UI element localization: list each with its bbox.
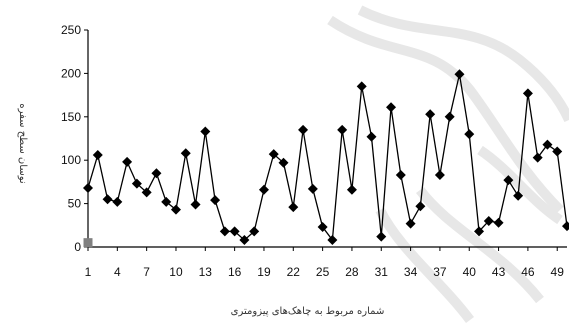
data-point-diamond (83, 182, 93, 193)
data-point-diamond (92, 149, 103, 160)
data-point-diamond (405, 218, 416, 229)
data-point-diamond (200, 126, 211, 137)
data-point-diamond (141, 187, 152, 198)
x-tick-label: 34 (404, 265, 418, 279)
data-point-diamond (532, 152, 543, 163)
data-point-diamond (503, 175, 514, 186)
data-point-diamond (434, 169, 445, 180)
x-tick-label: 37 (433, 265, 447, 279)
data-point-diamond (268, 149, 279, 160)
data-point-diamond (258, 184, 269, 195)
data-point-diamond (425, 109, 436, 120)
x-tick-label: 13 (199, 265, 213, 279)
y-tick-label: 200 (61, 66, 81, 80)
x-tick-label: 25 (316, 265, 330, 279)
x-tick-label: 4 (114, 265, 121, 279)
data-point-diamond (288, 202, 299, 213)
y-tick-label: 250 (61, 23, 81, 37)
data-point-diamond (239, 235, 250, 246)
data-point-diamond (522, 88, 533, 99)
x-tick-label: 19 (257, 265, 271, 279)
x-tick-label: 16 (228, 265, 242, 279)
data-point-diamond (278, 157, 289, 168)
x-tick-label: 40 (463, 265, 477, 279)
data-point-diamond (102, 194, 113, 205)
data-point-diamond (474, 226, 485, 237)
y-axis-title: نوسان سطح سفره (17, 103, 28, 183)
data-point-diamond (180, 148, 191, 159)
x-tick-label: 22 (287, 265, 301, 279)
data-point-diamond (513, 190, 524, 201)
x-tick-label: 7 (143, 265, 150, 279)
data-point-diamond (317, 222, 328, 233)
data-point-diamond (493, 217, 504, 228)
y-tick-label: 100 (61, 153, 81, 167)
data-point-diamond (444, 111, 455, 122)
watermark-ornament (327, 5, 569, 323)
data-point-diamond (112, 196, 123, 207)
data-point-diamond (366, 131, 377, 142)
data-point-diamond (552, 146, 563, 157)
data-point-diamond (131, 178, 142, 189)
data-point-diamond (161, 196, 172, 207)
data-point-diamond (386, 102, 397, 113)
data-point-diamond (376, 231, 387, 242)
y-tick-label: 150 (61, 110, 81, 124)
data-point-diamond (464, 129, 475, 140)
data-point-diamond (151, 168, 162, 179)
x-tick-label: 43 (492, 265, 506, 279)
data-point-diamond (337, 124, 348, 135)
x-tick-label: 28 (345, 265, 359, 279)
x-tick-label: 1 (85, 265, 92, 279)
data-point-diamond (210, 195, 221, 206)
y-tick-label: 50 (68, 197, 82, 211)
labels-layer: 0 50 100 150 200 250 1 4 7 10 13 16 19 22 25 28 31 34 37 40… (17, 23, 564, 317)
x-axis-title: شماره مربوط به چاهک‌های پیزومتری (231, 306, 385, 317)
y-tick-label: 0 (74, 240, 81, 254)
data-point-diamond (346, 184, 357, 195)
axes (84, 29, 567, 251)
data-point-diamond (327, 235, 338, 246)
data-point-diamond (219, 226, 230, 237)
x-tick-label: 46 (521, 265, 535, 279)
data-point-diamond (190, 199, 201, 210)
data-point-diamond (483, 215, 494, 226)
x-tick-label: 49 (551, 265, 565, 279)
data-point-diamond (229, 226, 240, 237)
data-point-diamond (395, 169, 406, 180)
series-layer (83, 69, 569, 248)
data-point-square (83, 238, 93, 248)
data-point-diamond (307, 183, 318, 194)
data-point-diamond (542, 139, 553, 150)
data-point-diamond (170, 204, 181, 215)
x-tick-label: 31 (375, 265, 389, 279)
data-point-diamond (122, 156, 133, 167)
x-tick-label: 10 (169, 265, 183, 279)
data-point-diamond (562, 221, 569, 232)
data-point-diamond (454, 69, 465, 80)
data-point-diamond (298, 124, 309, 135)
data-point-diamond (249, 226, 260, 237)
data-point-diamond (415, 201, 426, 212)
data-point-diamond (356, 81, 367, 92)
